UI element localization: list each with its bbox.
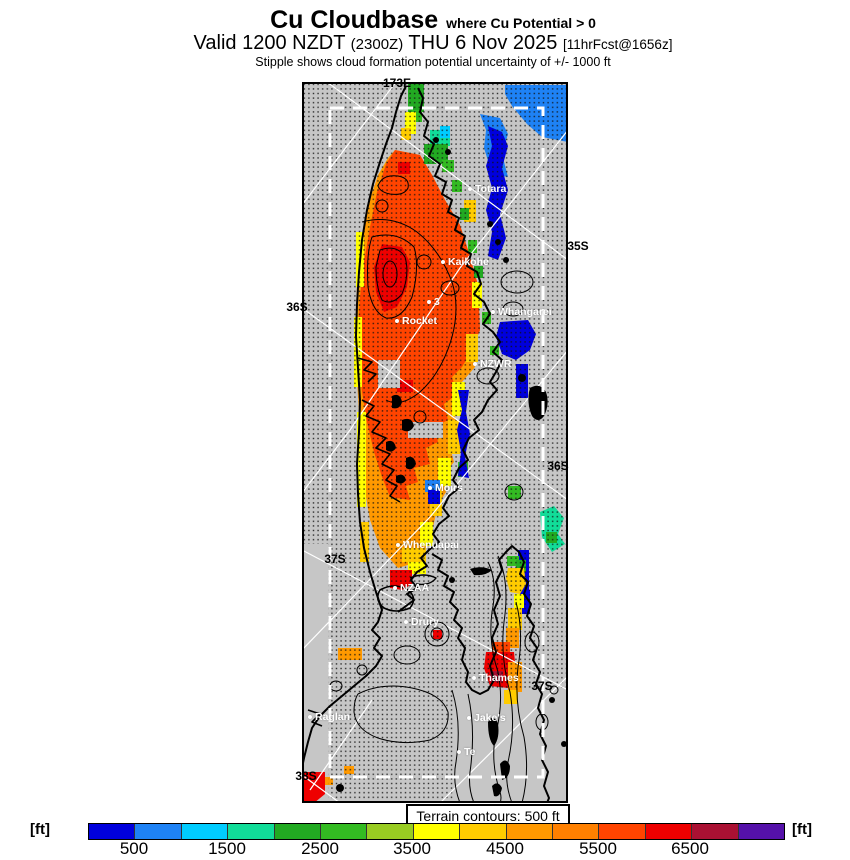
colorbar-segment xyxy=(505,824,553,839)
colorbar-segment xyxy=(366,824,413,839)
title-line: Cu Cloudbase where Cu Potential > 0 xyxy=(8,6,850,35)
place-marker-icon xyxy=(393,586,397,591)
colorbar-segment xyxy=(273,824,321,839)
place-label: Whenuapai xyxy=(396,539,459,551)
place-marker-icon xyxy=(473,362,477,367)
place-label: NZWR xyxy=(473,358,512,370)
valid-line: Valid 1200 NZDT (2300Z) THU 6 Nov 2025 [… xyxy=(8,32,850,55)
graticule-label-37s-left: 37S xyxy=(324,552,346,566)
colorbar-tick: 5500 xyxy=(579,839,617,858)
colorbar-segment xyxy=(412,824,460,839)
place-label: Kaikohe xyxy=(441,256,489,268)
map-canvas xyxy=(301,81,569,804)
graticule-label-36s-right: 36S xyxy=(547,459,569,473)
place-marker-icon xyxy=(468,187,472,192)
place-label: Jake's xyxy=(467,712,506,724)
valid-prefix: Valid 1200 NZDT xyxy=(193,32,346,54)
cloudbase-colorbar xyxy=(88,823,785,840)
place-label: Whangarei xyxy=(491,306,552,318)
place-label: Te xyxy=(457,746,475,758)
place-marker-icon xyxy=(395,319,399,324)
colorbar-segment xyxy=(459,824,506,839)
coastline-layer xyxy=(301,85,550,804)
place-marker-icon xyxy=(491,310,495,315)
place-marker-icon xyxy=(467,716,471,721)
colorbar-tick: 3500 xyxy=(393,839,431,858)
place-marker-icon xyxy=(396,543,400,548)
graticule-label-35s: 35S xyxy=(567,239,589,253)
valid-utc: (2300Z) xyxy=(350,36,404,53)
map-frame xyxy=(302,82,568,803)
island-layer xyxy=(336,137,567,797)
place-marker-icon xyxy=(472,676,476,681)
place-marker-icon xyxy=(457,750,461,755)
stipple-layer xyxy=(302,82,568,803)
domain-boundary-box xyxy=(328,106,545,779)
colorbar-segment xyxy=(227,824,274,839)
colorbar-tick: 4500 xyxy=(486,839,524,858)
valid-date: THU 6 Nov 2025 xyxy=(408,32,558,54)
place-marker-icon xyxy=(308,715,312,720)
graticule-label-38s: 38S xyxy=(295,769,317,783)
place-marker-icon xyxy=(404,620,408,625)
colorbar-tick: 1500 xyxy=(208,839,246,858)
place-label: Moirs xyxy=(428,482,463,494)
forecast-tag: [11hrFcst@1656z] xyxy=(562,37,673,52)
colorbar-segment xyxy=(320,824,367,839)
title-qualifier: where Cu Potential > 0 xyxy=(446,15,596,31)
place-marker-icon xyxy=(427,300,431,305)
colorbar-segment xyxy=(552,824,599,839)
page-title: Cu Cloudbase xyxy=(270,6,439,34)
place-label: Drury xyxy=(404,616,439,628)
colorbar-segment xyxy=(598,824,645,839)
colorbar-segment xyxy=(89,824,135,839)
place-label: 3 xyxy=(427,296,440,308)
colorbar-segment xyxy=(134,824,181,839)
place-label: Raglan xyxy=(308,711,350,723)
place-label: Thames xyxy=(472,672,519,684)
unit-label-left: [ft] xyxy=(30,821,50,838)
colorbar-segment xyxy=(180,824,228,839)
colorbar-segment xyxy=(737,824,785,839)
graticule-label-173e: 173E xyxy=(382,76,412,90)
colorbar-tick: 500 xyxy=(119,839,149,858)
forecast-map xyxy=(301,81,569,804)
place-marker-icon xyxy=(441,260,445,265)
subtitle: Stipple shows cloud formation potential … xyxy=(255,55,611,69)
graticule-label-36s-left: 36S xyxy=(286,300,308,314)
place-label: NZAA xyxy=(393,582,429,594)
colorbar-tick: 6500 xyxy=(671,839,709,858)
graticule-lines xyxy=(301,81,569,804)
place-label: Rocket xyxy=(395,315,437,327)
colorbar-segment xyxy=(691,824,738,839)
colorbar-tick: 2500 xyxy=(301,839,339,858)
place-marker-icon xyxy=(428,486,432,491)
unit-label-right: [ft] xyxy=(792,821,812,838)
graticule-label-37s-right: 37S xyxy=(531,679,553,693)
colorbar-segment xyxy=(644,824,692,839)
place-label: Totara xyxy=(468,183,506,195)
